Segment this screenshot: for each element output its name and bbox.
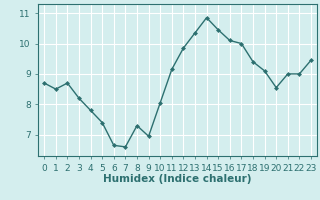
X-axis label: Humidex (Indice chaleur): Humidex (Indice chaleur)	[103, 174, 252, 184]
